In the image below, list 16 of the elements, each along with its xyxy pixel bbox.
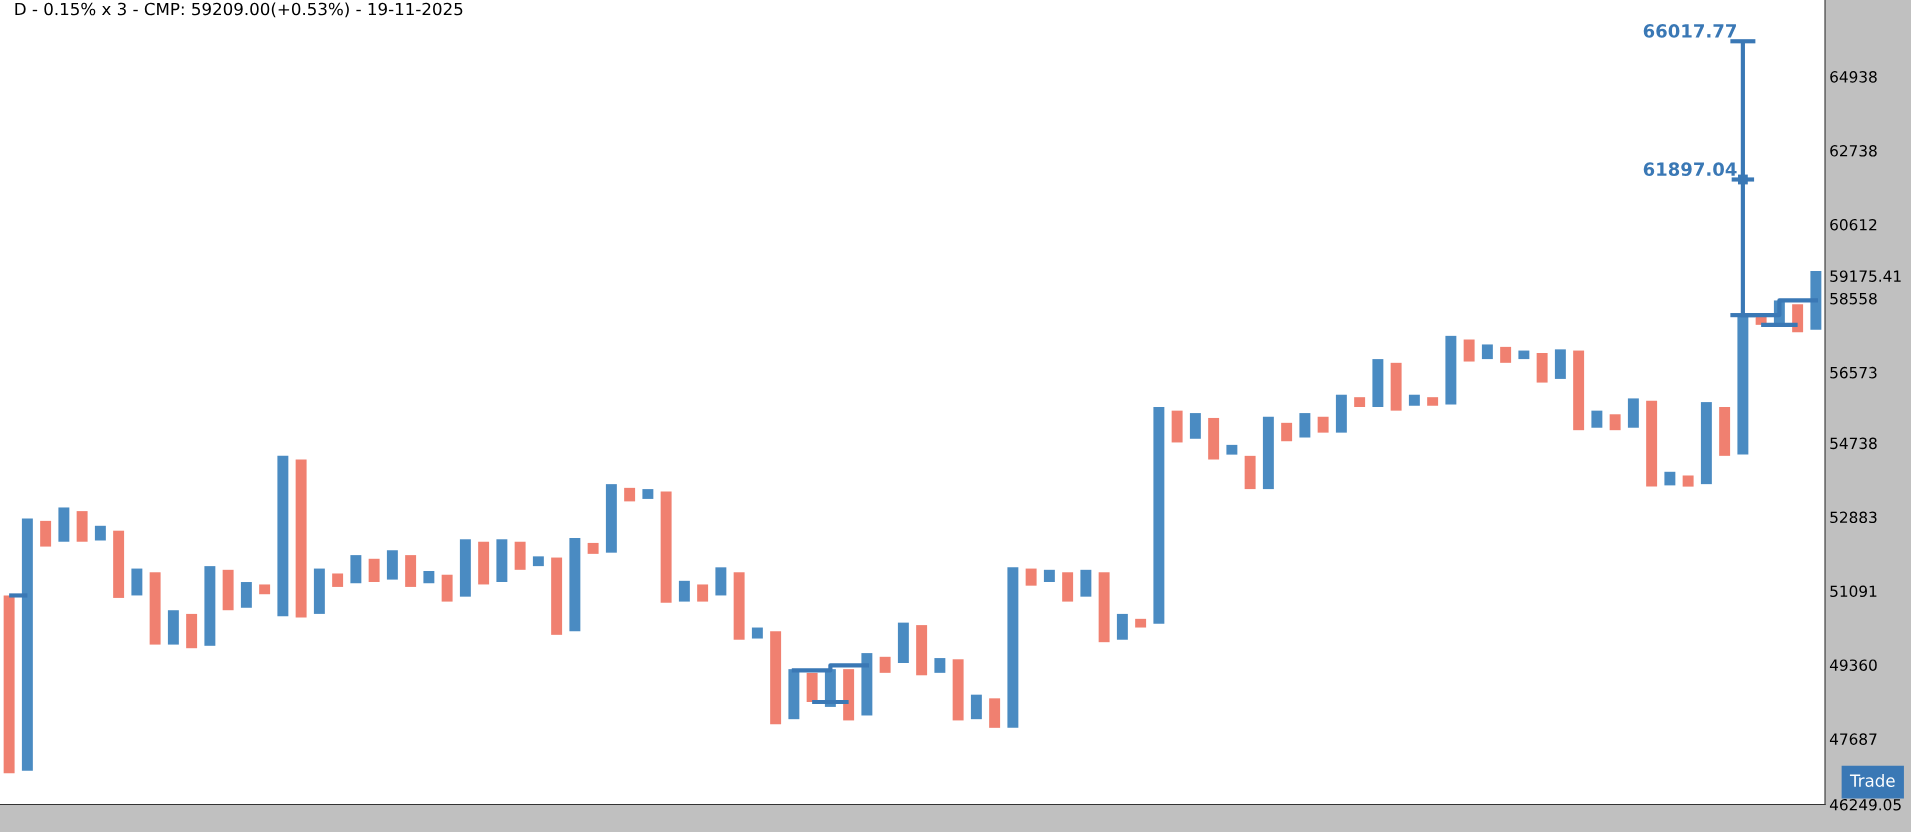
y-tick-label: 56573	[1830, 366, 1877, 379]
chart-title: D - 0.15% x 3 - CMP: 59209.00(+0.53%) - 19-11-2025	[15, 2, 463, 18]
y-tick-label: 47687	[1829, 733, 1877, 745]
y-tick-label: 64938	[1830, 71, 1877, 83]
text: Trade	[1849, 774, 1895, 787]
y-tick-label: 54738	[1830, 437, 1877, 450]
y-tick-label: 60612	[1830, 218, 1877, 231]
y-tick-label: 51091	[1830, 585, 1877, 598]
annotation: 66017.77	[1643, 24, 1736, 38]
y-tick-label: 59175.41	[1830, 270, 1901, 282]
y-tick-label: 58558	[1830, 292, 1877, 305]
y-tick-label: 46249.05	[1829, 799, 1901, 811]
annotation: 61897.04	[1643, 162, 1737, 176]
y-tick-label: 52883	[1830, 511, 1877, 524]
y-tick-label: 62738	[1830, 145, 1877, 157]
y-tick-label: 49360	[1829, 659, 1877, 671]
